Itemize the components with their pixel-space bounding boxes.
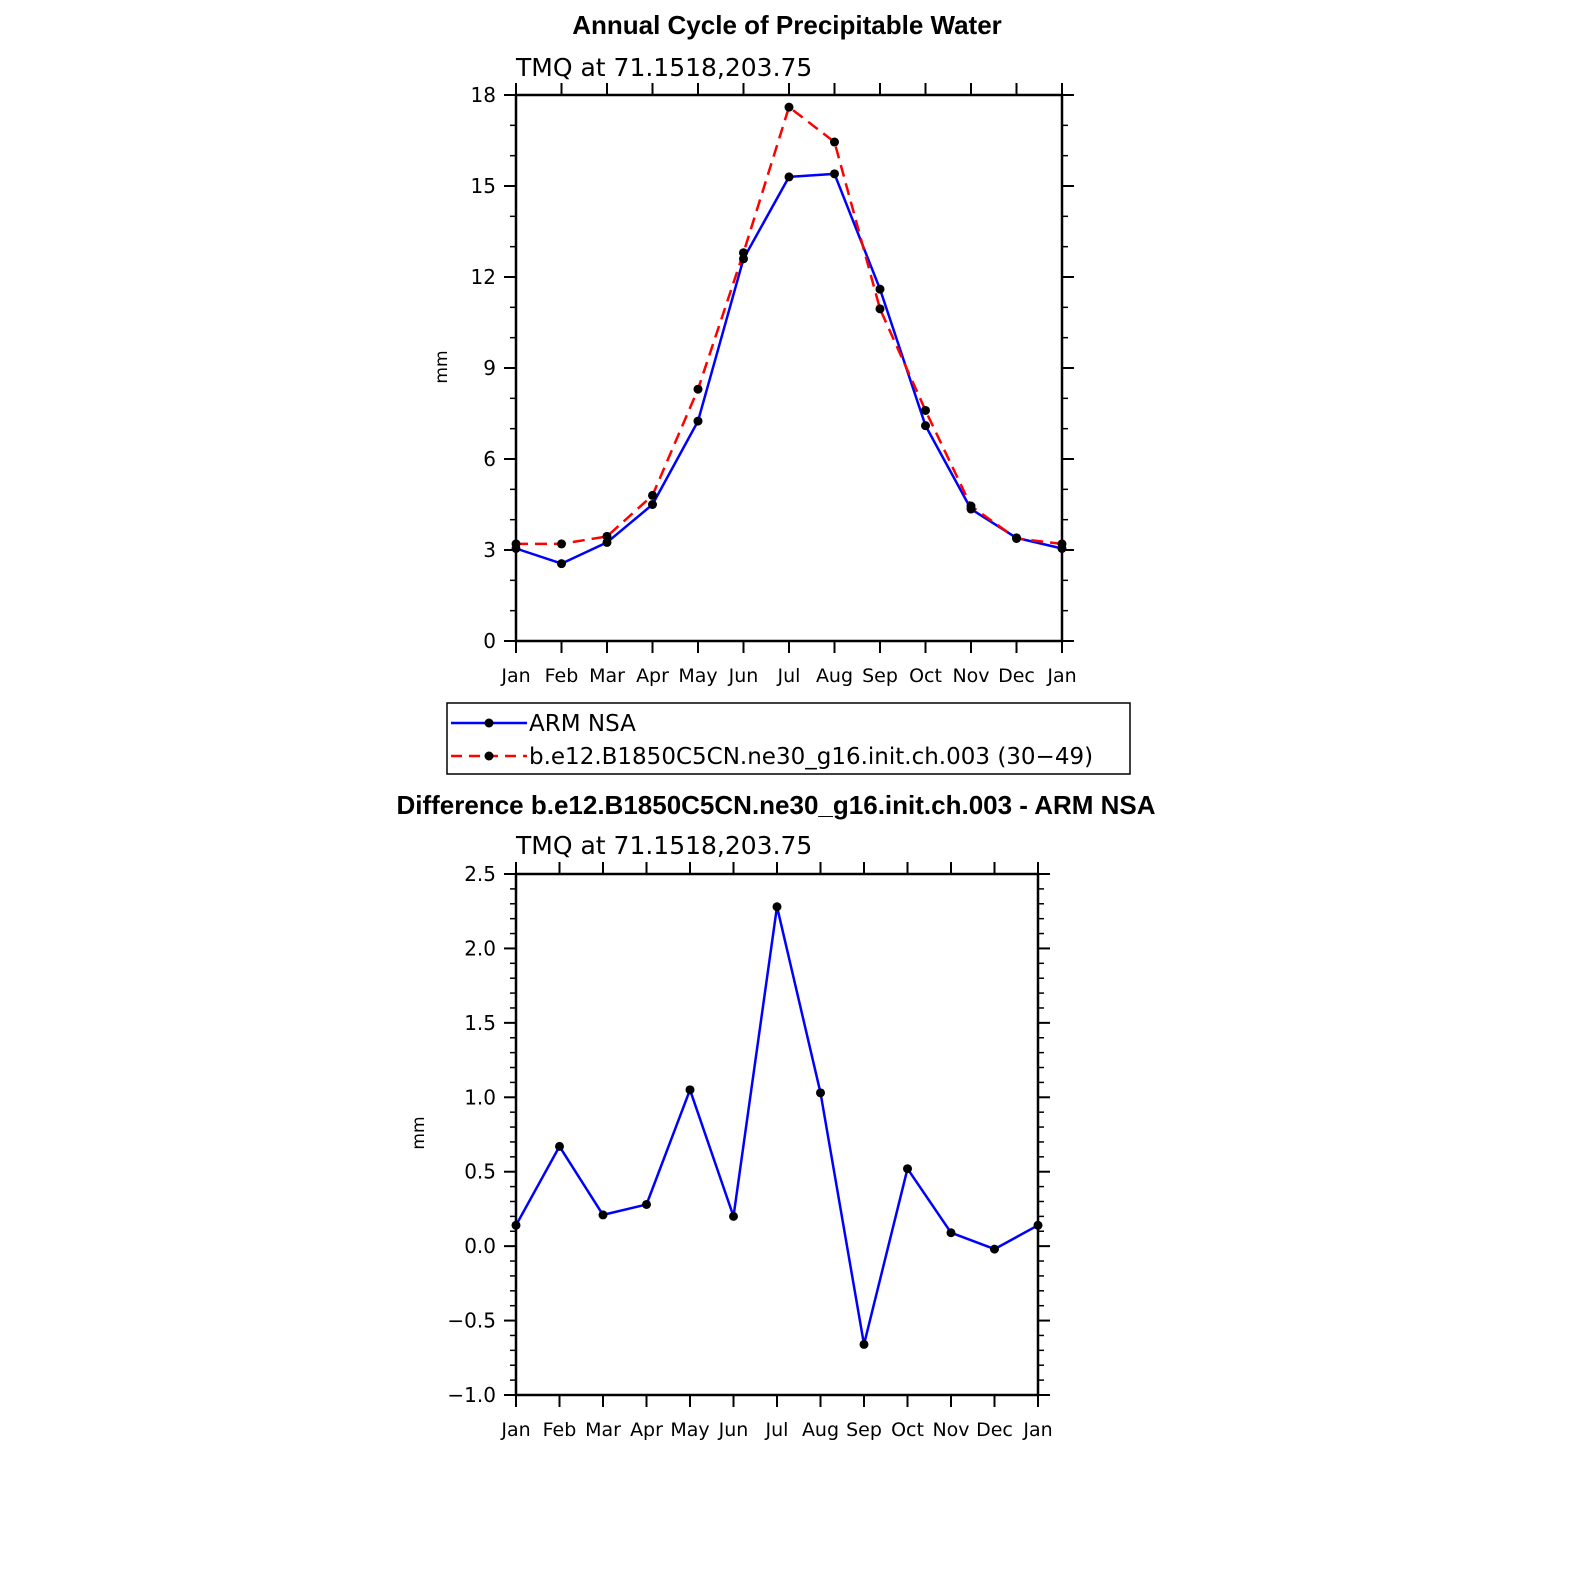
data-point-series-1: [739, 248, 748, 258]
y-tick-label: 0.5: [464, 1160, 496, 1184]
x-tick-label: Jan: [500, 665, 530, 687]
bottom-chart-title: Difference b.e12.B1850C5CN.ne30_g16.init…: [396, 790, 1155, 820]
data-point-series-0: [859, 1339, 869, 1349]
bottom-chart-plot-area: −1.0 −0.5 0.0 0.5 1.0 1.5 2.0 2.5 Jan Feb Mar Apr Ma…: [447, 862, 1053, 1441]
top-chart-y-axis-title: mm: [432, 350, 452, 383]
y-tick-label: 9: [483, 356, 496, 380]
x-tick-label: May: [670, 1419, 709, 1441]
y-tick-label: 2.0: [464, 936, 496, 960]
y-tick-label: 3: [483, 538, 496, 562]
legend-marker-model: [484, 751, 494, 761]
data-point-series-0: [990, 1244, 999, 1254]
series-line-0: [515, 172, 1063, 565]
y-tick-label: 12: [471, 265, 496, 289]
data-point-series-0: [729, 1211, 738, 1221]
x-tick-label: Jul: [765, 1419, 789, 1441]
x-tick-label: Oct: [909, 665, 942, 687]
data-point-series-1: [875, 304, 885, 314]
data-point-series-1: [602, 531, 612, 541]
x-tick-label: Jul: [777, 665, 801, 687]
x-tick-label: Feb: [543, 1419, 577, 1441]
x-tick-label: Sep: [862, 665, 898, 687]
y-tick-label: 1.5: [464, 1011, 496, 1035]
legend: ARM NSA b.e12.B1850C5CN.ne30_g16.init.ch…: [446, 702, 1131, 775]
data-point-series-0: [598, 1210, 608, 1220]
x-tick-label: Apr: [636, 665, 669, 687]
data-point-series-0: [921, 421, 930, 431]
x-tick-label: Aug: [816, 665, 853, 687]
data-point-series-0: [946, 1228, 956, 1238]
data-point-series-1: [784, 102, 794, 112]
x-tick-label: Mar: [589, 665, 625, 687]
legend-marker-arm-nsa: [484, 718, 494, 728]
data-point-series-0: [685, 1085, 695, 1095]
x-tick-label: Jun: [718, 1419, 749, 1441]
x-tick-label: Jan: [1046, 665, 1076, 687]
x-tick-label: Dec: [976, 1419, 1013, 1441]
bottom-chart: Difference b.e12.B1850C5CN.ne30_g16.init…: [396, 790, 1155, 1441]
series-line-0: [514, 905, 1039, 1346]
x-tick-label: Oct: [891, 1419, 924, 1441]
y-tick-label: −0.5: [447, 1309, 496, 1333]
y-tick-label: 0: [483, 629, 496, 653]
x-tick-label: May: [678, 665, 717, 687]
x-tick-label: Sep: [846, 1419, 882, 1441]
y-tick-label: 0.0: [464, 1234, 496, 1258]
x-tick-label: Jan: [500, 1419, 530, 1441]
plot-frame: [514, 872, 1040, 1397]
x-tick-label: Dec: [998, 665, 1035, 687]
data-point-series-1: [693, 384, 703, 394]
data-point-series-0: [557, 559, 566, 569]
data-point-series-1: [648, 490, 657, 500]
legend-label-arm-nsa: ARM NSA: [529, 711, 636, 737]
data-point-series-1: [921, 405, 930, 415]
x-tick-label: Nov: [952, 665, 989, 687]
data-point-series-0: [1033, 1220, 1043, 1230]
top-chart-subtitle: TMQ at 71.1518,203.75: [515, 53, 812, 82]
y-tick-label: 1.0: [464, 1085, 496, 1109]
data-point-series-0: [693, 416, 703, 426]
bottom-chart-subtitle: TMQ at 71.1518,203.75: [515, 831, 812, 860]
x-tick-label: Nov: [932, 1419, 969, 1441]
data-point-series-0: [772, 902, 782, 912]
x-tick-label: Apr: [630, 1419, 663, 1441]
data-point-series-0: [903, 1164, 912, 1174]
data-point-series-0: [648, 500, 657, 509]
legend-frame: [446, 702, 1131, 775]
data-point-series-0: [555, 1141, 564, 1151]
y-tick-label: 2.5: [464, 862, 496, 886]
top-chart: Annual Cycle of Precipitable Water TMQ a…: [432, 10, 1077, 687]
x-tick-label: Feb: [545, 665, 579, 687]
bottom-chart-y-axis-title: mm: [409, 1116, 429, 1149]
data-point-series-1: [511, 539, 521, 549]
y-tick-label: 6: [483, 447, 496, 471]
data-point-series-1: [1057, 539, 1067, 549]
legend-label-model: b.e12.B1850C5CN.ne30_g16.init.ch.003 (30…: [529, 744, 1093, 770]
data-point-series-1: [557, 539, 566, 549]
data-point-series-0: [511, 1220, 521, 1230]
x-tick-label: Jan: [1022, 1419, 1052, 1441]
top-chart-title: Annual Cycle of Precipitable Water: [572, 10, 1002, 40]
y-tick-label: −1.0: [447, 1383, 496, 1407]
data-point-series-0: [816, 1088, 825, 1098]
y-tick-label: 18: [471, 83, 496, 107]
data-point-series-1: [1012, 533, 1021, 543]
x-tick-label: Aug: [802, 1419, 839, 1441]
data-point-series-0: [642, 1199, 651, 1209]
x-tick-label: Jun: [728, 665, 759, 687]
data-point-series-1: [830, 137, 839, 147]
data-point-series-0: [784, 172, 794, 182]
data-point-series-0: [830, 169, 839, 179]
x-tick-label: Mar: [585, 1419, 621, 1441]
data-point-series-1: [966, 501, 976, 511]
data-point-series-0: [875, 284, 885, 294]
y-tick-label: 15: [471, 174, 496, 198]
top-chart-plot-area: 0 3 6 9 12 15 18 Jan Feb Mar Apr May Jun Jul Aug Sep Oct…: [471, 83, 1077, 687]
